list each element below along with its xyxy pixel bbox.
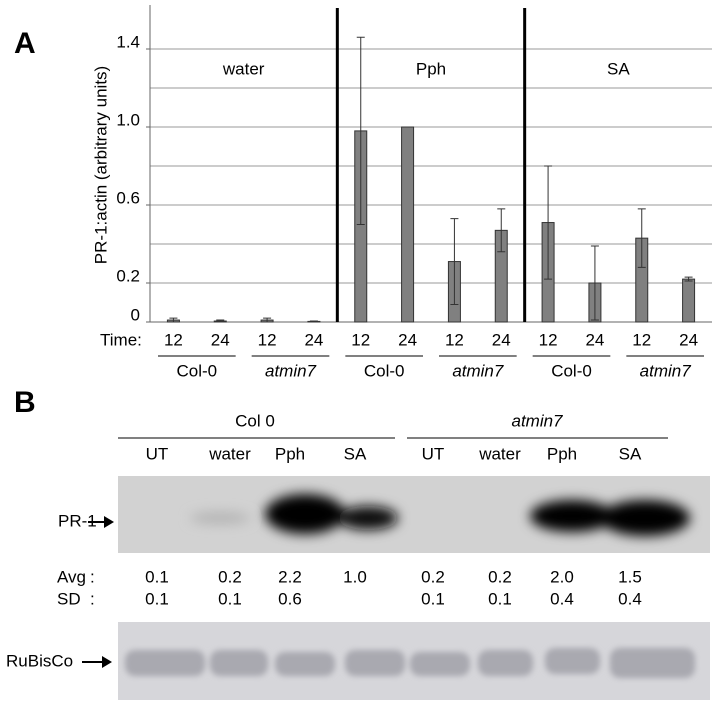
- error-bar: [216, 319, 225, 323]
- avg-value: 0.2: [421, 567, 445, 586]
- x-tick-label: 24: [679, 330, 698, 349]
- error-bar: [637, 208, 646, 268]
- x-tick-label: 24: [398, 330, 417, 349]
- y-axis-label: PR-1:actin (arbitrary units): [91, 66, 110, 264]
- avg-value: 0.2: [488, 567, 512, 586]
- x-axis-label: Time:: [100, 330, 142, 349]
- lane-label: UT: [422, 444, 445, 463]
- error-bar: [309, 320, 318, 323]
- genotype-label: Col-0: [364, 361, 405, 380]
- x-tick-label: 12: [164, 330, 183, 349]
- arrow-head: [104, 516, 114, 528]
- avg-label: Avg: [57, 567, 86, 586]
- x-tick-label: 24: [585, 330, 604, 349]
- x-tick-label: 12: [632, 330, 651, 349]
- y-tick-label: 0.2: [116, 266, 140, 285]
- sd-label: SD: [57, 589, 81, 608]
- separator: :: [90, 589, 95, 608]
- sd-value: 0.1: [218, 589, 242, 608]
- blot-bands: [190, 494, 690, 536]
- lane-label: UT: [146, 444, 169, 463]
- error-bar: [450, 218, 459, 305]
- bar: [682, 278, 696, 323]
- avg-value: 0.2: [218, 567, 242, 586]
- lane-label: water: [478, 444, 521, 463]
- x-tick-label: 24: [211, 330, 230, 349]
- sd-value: 0.1: [488, 589, 512, 608]
- group-label: Col 0: [235, 411, 275, 430]
- lane-label: SA: [619, 444, 642, 463]
- treatment-label: water: [222, 59, 265, 78]
- lane-label: Pph: [547, 444, 577, 463]
- sd-value: 0.1: [421, 589, 445, 608]
- genotype-label: atmin7: [640, 361, 692, 380]
- y-tick-label: 1.0: [116, 110, 140, 129]
- genotype-label: atmin7: [265, 361, 317, 380]
- panel-label: B: [14, 386, 36, 419]
- y-tick-label: 1.4: [116, 32, 140, 51]
- group-label: atmin7: [511, 411, 563, 430]
- error-bar: [263, 317, 272, 323]
- x-tick-label: 24: [492, 330, 511, 349]
- treatment-label: SA: [607, 59, 630, 78]
- y-tick-label: 0.6: [116, 188, 140, 207]
- error-bar: [497, 208, 506, 253]
- avg-value: 0.1: [145, 567, 169, 586]
- error-bar: [590, 245, 599, 321]
- avg-value: 1.5: [618, 567, 642, 586]
- genotype-label: atmin7: [452, 361, 504, 380]
- avg-value: 2.0: [550, 567, 574, 586]
- band-label: PR-1: [58, 511, 97, 530]
- avg-value: 2.2: [278, 567, 302, 586]
- error-bar: [544, 165, 553, 280]
- arrow-head: [102, 656, 112, 668]
- sd-value: 0.4: [550, 589, 574, 608]
- x-tick-label: 12: [258, 330, 277, 349]
- sd-value: 0.6: [278, 589, 302, 608]
- error-bar: [684, 276, 693, 282]
- x-tick-label: 12: [445, 330, 464, 349]
- lane-label: Pph: [275, 444, 305, 463]
- error-bar: [169, 317, 178, 323]
- sd-value: 0.4: [618, 589, 642, 608]
- band-label: RuBisCo: [6, 651, 73, 670]
- lane-label: water: [208, 444, 251, 463]
- separator: :: [90, 567, 95, 586]
- x-tick-label: 12: [539, 330, 558, 349]
- error-bar: [356, 36, 365, 225]
- genotype-label: Col-0: [177, 361, 218, 380]
- loading-bands: [125, 648, 695, 678]
- avg-value: 1.0: [343, 567, 367, 586]
- sd-value: 0.1: [145, 589, 169, 608]
- x-tick-label: 24: [304, 330, 323, 349]
- lane-label: SA: [344, 444, 367, 463]
- genotype-label: Col-0: [551, 361, 592, 380]
- y-tick-label: 0: [131, 305, 140, 324]
- treatment-label: Pph: [416, 59, 446, 78]
- panel-label: A: [14, 27, 36, 60]
- x-tick-label: 12: [351, 330, 370, 349]
- bar: [401, 126, 415, 323]
